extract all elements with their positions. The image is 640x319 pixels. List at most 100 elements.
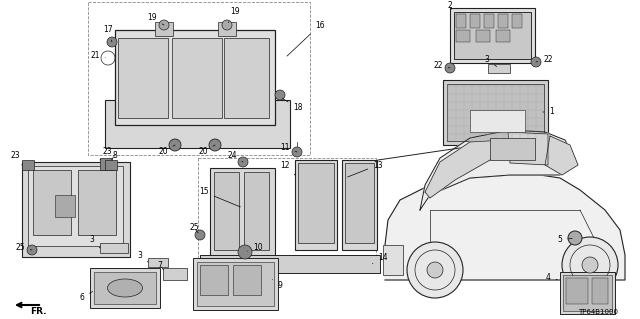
Bar	[218, 22, 236, 36]
Bar	[496, 30, 510, 42]
Bar	[200, 255, 380, 273]
Bar	[78, 170, 116, 235]
Text: 23: 23	[10, 151, 22, 165]
Bar	[498, 14, 508, 28]
Bar	[447, 84, 544, 141]
Text: 18: 18	[282, 99, 303, 113]
Bar	[115, 30, 275, 125]
Text: 23: 23	[100, 147, 112, 160]
Circle shape	[427, 262, 443, 278]
Bar	[94, 272, 156, 304]
Text: 13: 13	[348, 160, 383, 177]
Bar	[28, 166, 123, 246]
Circle shape	[275, 90, 285, 100]
Bar	[566, 278, 588, 304]
Text: 21: 21	[90, 50, 106, 60]
Bar	[105, 100, 290, 148]
Bar	[224, 38, 269, 118]
Bar	[490, 138, 535, 160]
Circle shape	[107, 37, 117, 47]
Bar	[345, 163, 374, 243]
Circle shape	[238, 245, 252, 259]
Text: 17: 17	[103, 26, 113, 42]
Bar	[456, 30, 470, 42]
Circle shape	[238, 157, 248, 167]
Bar	[512, 14, 522, 28]
Text: 1: 1	[543, 108, 554, 116]
Text: 16: 16	[287, 20, 325, 56]
Text: 20: 20	[198, 145, 215, 157]
Polygon shape	[385, 175, 625, 280]
Bar	[592, 278, 608, 304]
Text: 7: 7	[157, 261, 163, 270]
Circle shape	[209, 139, 221, 151]
Text: 6: 6	[79, 292, 93, 302]
Text: 3: 3	[138, 250, 148, 262]
Text: 15: 15	[199, 188, 241, 207]
Text: 24: 24	[227, 151, 243, 162]
Text: 4: 4	[545, 273, 557, 283]
Bar	[22, 160, 34, 170]
Circle shape	[445, 63, 455, 73]
Text: 3: 3	[90, 235, 100, 248]
Bar	[244, 172, 269, 250]
Bar	[100, 243, 128, 253]
Bar	[198, 158, 376, 273]
Bar	[210, 168, 275, 258]
Text: 5: 5	[557, 235, 572, 244]
Text: TP64B1000: TP64B1000	[578, 309, 618, 315]
Text: 2: 2	[447, 1, 452, 10]
Bar	[55, 195, 75, 217]
Text: 8: 8	[111, 151, 117, 160]
Bar	[298, 163, 334, 243]
Text: 22: 22	[536, 56, 553, 64]
Polygon shape	[420, 130, 575, 210]
Bar	[22, 162, 130, 257]
Circle shape	[159, 20, 169, 30]
Bar	[214, 172, 239, 250]
Text: 12: 12	[280, 160, 295, 175]
Bar	[560, 272, 615, 314]
Bar	[90, 268, 160, 308]
Bar	[443, 80, 548, 145]
Circle shape	[27, 245, 37, 255]
Circle shape	[222, 20, 232, 30]
Bar	[105, 160, 117, 170]
Circle shape	[195, 230, 205, 240]
Bar	[233, 265, 261, 295]
Bar	[193, 258, 278, 310]
Bar	[88, 2, 310, 155]
Text: 10: 10	[248, 243, 263, 253]
Bar	[383, 245, 403, 275]
Bar	[200, 265, 228, 295]
Text: FR.: FR.	[29, 308, 46, 316]
Bar	[470, 110, 525, 132]
Circle shape	[407, 242, 463, 298]
Bar	[100, 158, 112, 170]
Bar	[450, 8, 535, 63]
Text: 22: 22	[433, 61, 450, 70]
Circle shape	[562, 237, 618, 293]
Bar	[454, 12, 531, 59]
Bar	[118, 38, 168, 118]
Bar	[454, 12, 531, 59]
Text: 9: 9	[272, 279, 282, 290]
Bar	[488, 64, 510, 73]
Bar	[456, 14, 466, 28]
Text: 19: 19	[228, 8, 240, 23]
Bar	[172, 38, 222, 118]
Bar	[470, 14, 480, 28]
Bar	[295, 160, 337, 250]
Text: 11: 11	[280, 144, 297, 152]
Polygon shape	[425, 140, 505, 198]
Bar	[197, 262, 274, 306]
Bar	[148, 258, 168, 267]
Text: 25: 25	[189, 224, 199, 233]
Polygon shape	[545, 136, 578, 175]
Text: 19: 19	[147, 13, 164, 25]
Circle shape	[568, 231, 582, 245]
Circle shape	[169, 139, 181, 151]
Bar	[484, 14, 494, 28]
Circle shape	[582, 257, 598, 273]
Circle shape	[292, 147, 302, 157]
